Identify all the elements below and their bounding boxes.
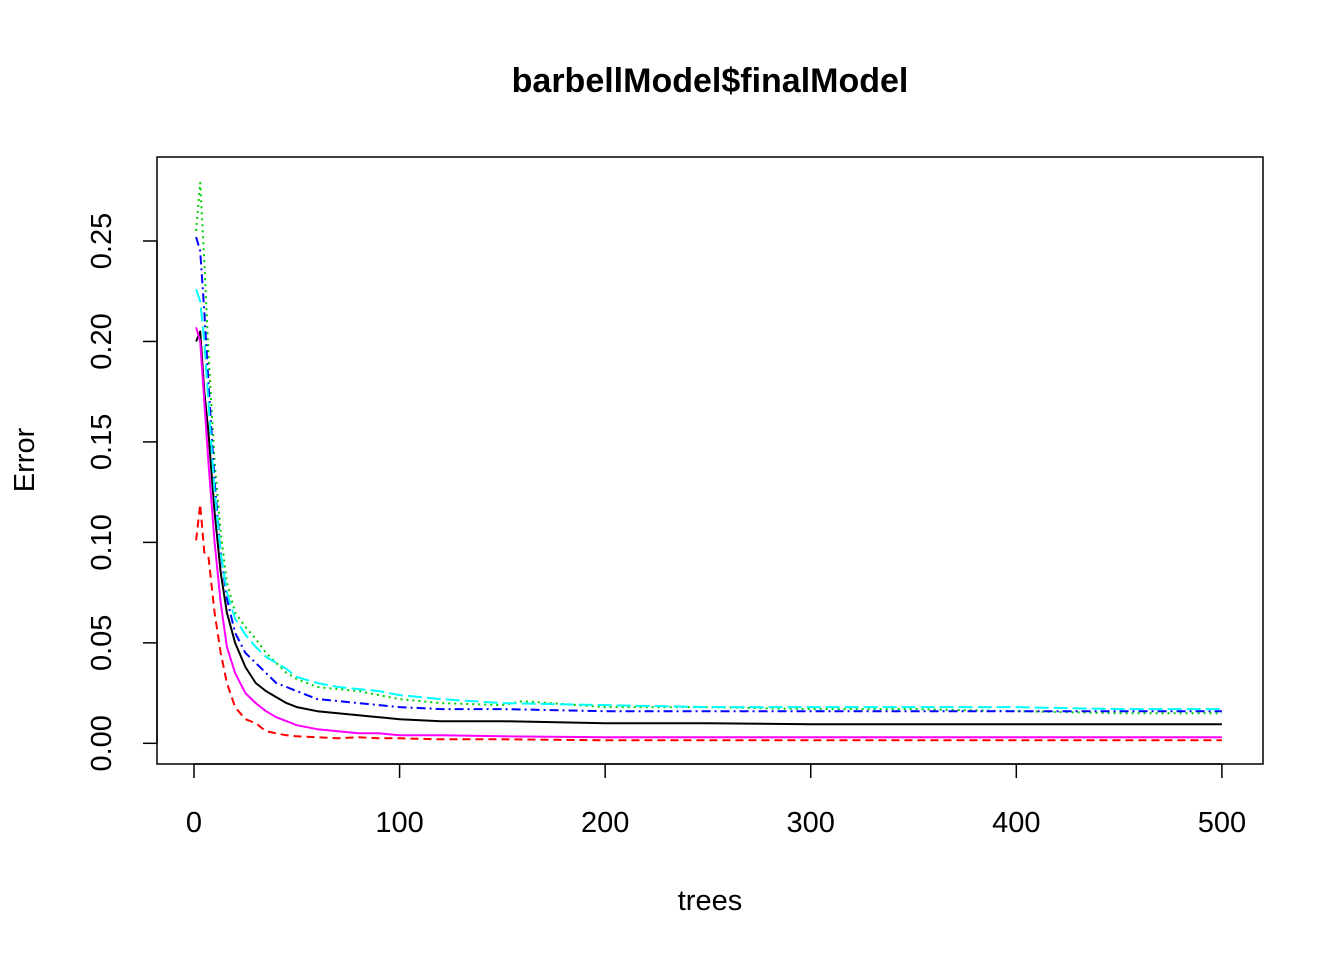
- x-axis: 0 100 200 300 400 500: [186, 763, 1246, 839]
- y-tick-label: 0.10: [86, 514, 118, 570]
- y-tick-label: 0.20: [86, 313, 118, 369]
- x-tick-label: 100: [375, 807, 423, 839]
- series-line-3: [195, 181, 1222, 715]
- series-layer: [195, 181, 1222, 742]
- x-tick-label: 500: [1198, 807, 1246, 839]
- y-axis-label: Error: [9, 427, 41, 492]
- x-axis-label: trees: [678, 885, 742, 917]
- y-tick-label: 0.25: [86, 213, 118, 269]
- series-line-4: [195, 236, 1222, 713]
- y-tick-label: 0.00: [86, 715, 118, 771]
- y-tick-label: 0.05: [86, 615, 118, 671]
- series-line-1: [195, 330, 1222, 726]
- x-tick-label: 0: [186, 807, 202, 839]
- series-line-6: [195, 327, 1222, 739]
- plot-frame: [156, 156, 1264, 765]
- series-line-5: [195, 288, 1222, 711]
- series-line-2: [195, 503, 1222, 742]
- x-tick-label: 400: [992, 807, 1040, 839]
- chart-title: barbellModel$finalModel: [512, 62, 909, 100]
- y-axis: 0.00 0.05 0.10 0.15 0.20 0.25: [86, 213, 158, 772]
- x-tick-label: 200: [581, 807, 629, 839]
- x-tick-label: 300: [787, 807, 835, 839]
- y-tick-label: 0.15: [86, 414, 118, 470]
